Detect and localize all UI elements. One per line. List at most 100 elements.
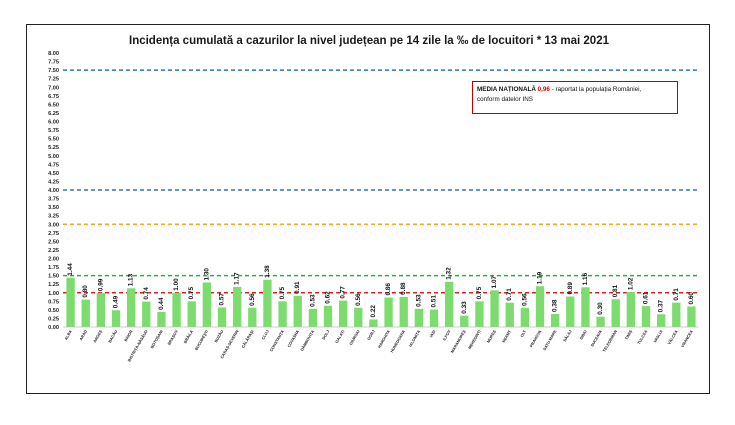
data-label: 1.38 [264, 265, 271, 278]
category-label: BOTOȘANI [149, 329, 164, 349]
data-label: 0.37 [658, 299, 665, 312]
data-label: 0.33 [461, 301, 468, 314]
category-label: MARAMUREȘ [449, 329, 466, 354]
y-tick-label: 0.75 [48, 299, 59, 305]
y-tick-label: 6.00 [48, 120, 59, 126]
note-text: - raportat la populația României, [551, 86, 642, 93]
data-label: 0.53 [415, 294, 422, 307]
data-label: 0.71 [506, 288, 513, 301]
data-label: 0.57 [219, 293, 226, 306]
y-tick-label: 2.75 [48, 231, 59, 237]
category-label: ILFOV [441, 329, 451, 342]
y-tick-label: 3.75 [48, 197, 59, 203]
bar [429, 309, 439, 327]
bar [369, 319, 378, 327]
data-label: 0.51 [431, 295, 438, 308]
bar [656, 314, 666, 327]
category-label: BRAȘOV [166, 329, 179, 346]
data-label: 1.16 [582, 272, 589, 285]
data-label: 0.44 [158, 297, 165, 310]
data-label: 1.44 [67, 263, 74, 276]
category-label: SIBIU [578, 329, 588, 341]
y-tick-label: 5.50 [48, 137, 59, 143]
y-tick-label: 5.00 [48, 154, 59, 160]
bar [172, 292, 181, 327]
data-label: 0.75 [476, 286, 483, 299]
bar [187, 301, 196, 327]
category-label: TIMIȘ [624, 329, 634, 341]
y-tick-label: 4.75 [48, 162, 59, 168]
data-label: 0.22 [370, 305, 377, 318]
category-label: CĂLĂRAȘI [240, 329, 254, 349]
bar [278, 301, 287, 327]
data-label: 0.80 [82, 285, 89, 298]
category-label: MEHEDINȚI [467, 329, 482, 350]
data-label: 1.07 [491, 275, 498, 288]
category-label: IAȘI [428, 329, 436, 338]
y-tick-label: 7.25 [48, 77, 59, 83]
category-label: ARGEȘ [92, 329, 103, 344]
bar [111, 310, 121, 327]
y-tick-label: 5.25 [48, 145, 59, 151]
bar [641, 306, 651, 327]
y-tick-label: 0.00 [48, 325, 59, 331]
data-label: 1.19 [537, 271, 544, 284]
data-label: 0.56 [249, 293, 256, 306]
bar [354, 307, 363, 327]
bar [323, 305, 333, 327]
bar [232, 286, 242, 327]
y-tick-label: 2.00 [48, 257, 59, 263]
category-label: SUCEAVA [589, 329, 603, 348]
category-label: BIHOR [123, 329, 134, 343]
data-label: 0.88 [400, 282, 407, 295]
y-tick-label: 7.00 [48, 85, 59, 91]
data-label: 1.02 [627, 277, 634, 290]
data-label: 1.00 [173, 278, 180, 291]
bar [293, 295, 302, 327]
data-label: 1.17 [234, 272, 241, 285]
chart-title: Incidența cumulată a cazurilor la nivel … [129, 35, 609, 47]
y-tick-label: 2.25 [48, 248, 59, 254]
data-label: 0.71 [673, 288, 680, 301]
data-label: 0.56 [521, 293, 528, 306]
category-label: VRANCEA [680, 329, 694, 348]
category-label: CLUJ [260, 329, 269, 340]
category-label: BACĂU [107, 329, 118, 344]
data-label: 1.30 [203, 268, 210, 281]
bar [142, 301, 151, 327]
data-label: 1.13 [128, 273, 135, 286]
data-label: 0.75 [188, 286, 195, 299]
bar [475, 301, 484, 327]
category-label: TULCEA [636, 329, 648, 345]
bar [535, 286, 545, 327]
bar [384, 297, 393, 327]
y-tick-label: 8.00 [48, 51, 59, 57]
note-line2: conform datelor INS [477, 96, 533, 103]
data-label: 0.30 [597, 302, 604, 315]
bar [581, 287, 590, 327]
data-label: 0.49 [113, 295, 120, 308]
category-label: BRĂILA [182, 329, 194, 344]
bar-chart: 0.00 0.25 0.50 0.75 1.00 1.25 1.50 1.75 2.00 2.25… [48, 51, 699, 363]
bar [414, 308, 424, 327]
category-label: BUCUREȘTI [194, 329, 210, 351]
bar [126, 288, 136, 327]
category-label: PRAHOVA [528, 329, 542, 348]
category-label: SĂLAJ [562, 329, 573, 343]
bar [444, 281, 454, 327]
category-label: GORJ [366, 329, 376, 341]
y-tick-label: 7.75 [48, 60, 59, 66]
category-label: DÂMBOVIȚA [299, 329, 315, 352]
data-label: 0.56 [355, 293, 362, 306]
category-label: NEAMȚ [501, 328, 513, 343]
bar [596, 316, 605, 327]
data-label: 0.86 [385, 283, 392, 296]
bar [338, 300, 348, 327]
data-label: 0.91 [294, 281, 301, 294]
category-label: GIURGIU [348, 329, 361, 346]
category-label: ALBA [63, 329, 73, 341]
y-tick-label: 1.50 [48, 274, 59, 280]
bar [460, 315, 469, 327]
bar [490, 290, 499, 327]
category-label: IALOMIȚA [407, 329, 421, 348]
